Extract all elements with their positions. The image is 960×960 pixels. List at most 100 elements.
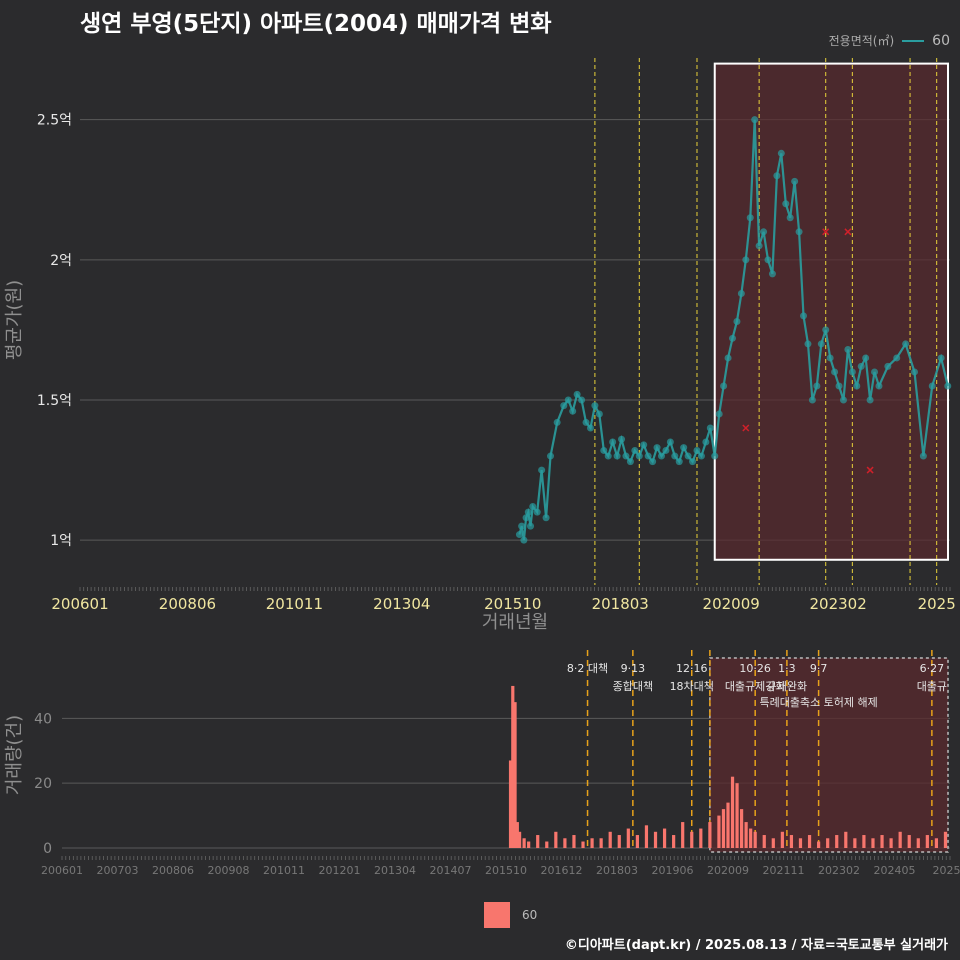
data-point [538,466,546,474]
legend-bottom-item: 60 [522,908,538,922]
bar [599,838,603,848]
bar [771,838,775,848]
data-point [662,446,670,454]
x2-tick-label: 201201 [319,864,361,877]
cancel-mark [844,228,852,236]
y2-tick-label: 20 [34,776,52,792]
bar [699,828,703,848]
bar [644,825,649,848]
data-point [848,368,856,376]
data-point [684,452,692,460]
bar [511,685,515,848]
x2-tick-label: 20250 [933,864,960,877]
data-point [902,340,910,348]
x-tick-label: 202302 [810,595,867,613]
data-point [518,522,526,530]
bar [527,841,531,848]
bar [934,838,939,848]
data-point [751,116,759,124]
x-tick-label: 2025 [918,595,956,613]
bar [844,831,848,848]
highlight-box [713,62,949,561]
bar [690,831,694,848]
data-point [520,536,528,544]
event-label: 10·26 [739,662,771,675]
bar [889,838,893,848]
event-label: 1·3 [778,662,796,675]
bar [545,841,549,848]
y-tick-label: 2억 [50,253,72,269]
x-tick-label: 201510 [484,595,541,613]
data-point [560,402,568,410]
legend-title: 전용면적(㎡) [828,34,895,48]
bar [916,838,920,848]
data-point [591,402,599,410]
y2-axis-title: 거래량(건) [4,715,25,795]
data-point [760,228,768,236]
bar [517,831,522,848]
data-point [640,441,648,449]
x-tick-label: 201803 [592,595,649,613]
legend-bar-swatch [484,902,510,928]
x2-tick-label: 201612 [541,864,583,877]
bar [572,835,576,848]
x2-tick-label: 201304 [374,864,416,877]
y-tick-label: 1.5억 [37,393,72,409]
data-point [649,458,657,466]
data-point [804,340,812,348]
bar [672,835,676,848]
bar [789,835,794,848]
data-point [711,452,719,460]
bar [807,835,812,848]
x2-tick-label: 201407 [430,864,472,877]
event-sublabel: 종합대책 [613,680,653,693]
data-point [613,452,621,460]
data-point [569,407,577,415]
x-tick-label: 200601 [51,595,108,613]
event-sublabel: 대출규제강화 [725,680,786,693]
bar [513,702,517,848]
data-point [857,362,865,370]
bar [563,838,567,848]
data-point [697,452,705,460]
data-point [666,438,674,446]
data-point [893,354,901,362]
bar [608,831,612,848]
x2-tick-label: 201803 [596,864,638,877]
bar [853,838,857,848]
event-label: 9·7 [810,662,828,675]
data-point [853,382,861,390]
x-axis-title: 거래년월 [482,612,548,633]
bar [635,835,639,848]
bar [662,828,667,848]
data-point [604,452,612,460]
bar [708,822,712,848]
data-point [515,531,523,539]
data-point [564,396,572,404]
bar [515,822,519,848]
event-sublabel: 18차대책 [670,680,714,693]
bar [717,815,721,848]
data-point [737,289,745,297]
data-point [657,452,665,460]
bar [898,831,902,848]
data-point [635,452,643,460]
bar [749,828,753,848]
x2-tick-label: 200703 [97,864,139,877]
event-label: 8·2 대책 [567,662,608,675]
event-sublabel: 규제완화 [767,680,807,693]
data-point [578,396,586,404]
data-point [928,382,936,390]
bar [536,835,540,848]
legend-top: 전용면적(㎡) 60 [829,32,950,49]
bar [681,822,685,848]
data-point [715,410,723,418]
data-point [622,452,630,460]
data-point [675,458,683,466]
data-point [527,522,535,530]
highlight-box-bottom [709,657,949,853]
data-point [884,362,892,370]
cancel-mark [866,466,874,474]
data-point [693,446,701,454]
bar [753,831,757,848]
